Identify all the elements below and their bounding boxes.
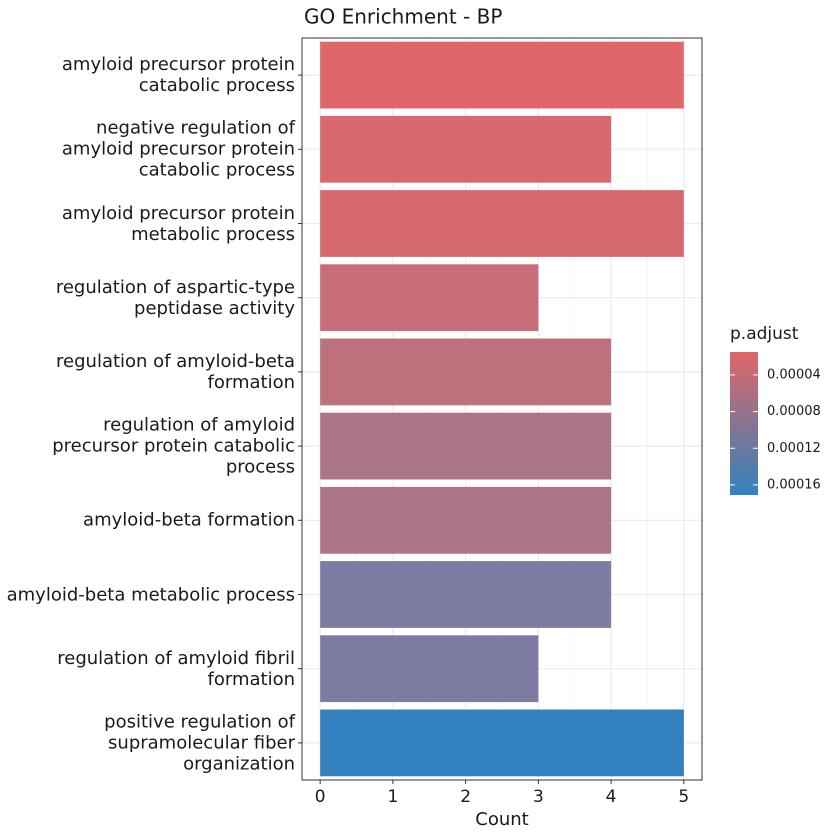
y-tick-label: amyloid-beta metabolic process <box>6 584 295 605</box>
x-tick-label: 5 <box>678 787 689 807</box>
bar <box>320 486 612 554</box>
bar <box>320 41 684 109</box>
panel-border <box>301 37 703 781</box>
x-tick-label: 2 <box>460 787 471 807</box>
y-tick-label: regulation of amyloid-beta formation <box>56 350 295 393</box>
colorbar-tick-label: 0.00016 <box>767 477 821 492</box>
bar <box>320 635 539 703</box>
x-tick-label: 0 <box>315 787 326 807</box>
y-tick-label: regulation of amyloid precursor protein … <box>52 414 295 478</box>
bar <box>320 264 539 332</box>
x-tick-label: 4 <box>606 787 617 807</box>
colorbar-tick-label: 0.00012 <box>767 441 821 456</box>
bar <box>320 115 612 183</box>
y-tick-label: negative regulation of amyloid precursor… <box>61 117 295 181</box>
colorbar-tick-label: 0.00008 <box>767 404 821 419</box>
x-tick-label: 1 <box>387 787 398 807</box>
bar <box>320 709 684 777</box>
bar <box>320 561 612 628</box>
x-axis-title: Count <box>475 809 528 830</box>
bar <box>320 338 612 406</box>
chart-title: GO Enrichment - BP <box>304 5 502 29</box>
bar <box>320 190 684 257</box>
y-tick-label: amyloid precursor protein metabolic proc… <box>61 202 295 245</box>
legend-title: p.adjust <box>730 324 799 344</box>
y-tick-label: regulation of aspartic-type peptidase ac… <box>55 276 295 319</box>
x-tick-label: 3 <box>533 787 544 807</box>
colorbar <box>730 352 758 495</box>
y-tick-label: positive regulation of supramolecular fi… <box>104 711 295 775</box>
y-tick-label: amyloid-beta formation <box>83 509 295 531</box>
colorbar-tick-label: 0.00004 <box>767 367 821 382</box>
bar <box>320 412 612 480</box>
y-tick-label: amyloid precursor protein catabolic proc… <box>61 54 295 97</box>
y-tick-label: regulation of amyloid fibril formation <box>57 647 295 690</box>
